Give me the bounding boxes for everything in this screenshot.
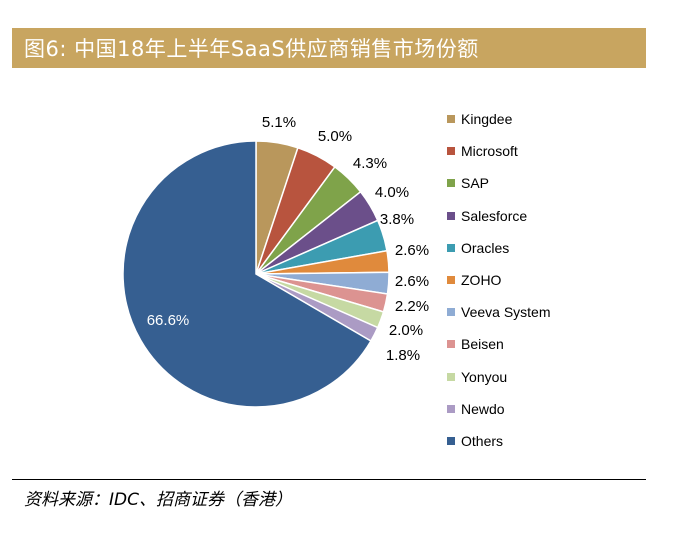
legend-item: Others — [447, 425, 647, 457]
legend-item: Yonyou — [447, 361, 647, 393]
legend-item: Kingdee — [447, 103, 647, 135]
legend-item: Microsoft — [447, 135, 647, 167]
data-label-veeva-system: 2.6% — [395, 273, 429, 290]
legend-swatch — [447, 115, 455, 124]
data-label-yonyou: 2.0% — [389, 322, 423, 339]
data-label-salesforce: 4.0% — [375, 184, 409, 201]
source-note: 资料来源：IDC、招商证券（香港） — [24, 490, 292, 510]
legend-label: Newdo — [461, 400, 505, 417]
title-bar: 图6: 中国18年上半年SaaS供应商销售市场份额 — [12, 28, 646, 68]
legend-swatch — [447, 243, 455, 252]
legend-item: Veeva System — [447, 296, 647, 328]
legend-label: Veeva System — [461, 304, 551, 321]
footer-divider — [12, 479, 646, 480]
legend-label: ZOHO — [461, 272, 502, 289]
legend-label: SAP — [461, 175, 490, 192]
legend-swatch — [447, 211, 455, 220]
data-label-beisen: 2.2% — [395, 298, 429, 315]
legend-item: ZOHO — [447, 264, 647, 296]
legend-label: Salesforce — [461, 207, 528, 224]
data-label-microsoft: 5.0% — [318, 128, 352, 145]
legend-label: Beisen — [461, 336, 504, 353]
legend-label: Kingdee — [461, 111, 513, 128]
data-label-oracles: 3.8% — [380, 211, 414, 228]
legend-swatch — [447, 372, 455, 381]
data-label-sap: 4.3% — [353, 155, 387, 172]
legend-item: Beisen — [447, 328, 647, 360]
legend-swatch — [447, 308, 455, 317]
legend-swatch — [447, 276, 455, 285]
data-label-zoho: 2.6% — [395, 242, 429, 259]
legend-swatch — [447, 179, 455, 188]
legend-item: Oracles — [447, 232, 647, 264]
data-label-others: 66.6% — [147, 312, 190, 329]
data-label-newdo: 1.8% — [386, 347, 420, 364]
data-label-kingdee: 5.1% — [262, 114, 296, 131]
legend-label: Yonyou — [461, 368, 508, 385]
legend-item: SAP — [447, 167, 647, 199]
pie-slice-others — [122, 140, 372, 408]
legend-swatch — [447, 340, 455, 349]
legend-label: Others — [461, 432, 504, 449]
legend-label: Microsoft — [461, 143, 518, 160]
legend-swatch — [447, 404, 455, 413]
legend-swatch — [447, 147, 455, 156]
legend: Kingdee Microsoft SAP Salesforce Oracles ZOHO… — [447, 103, 647, 457]
legend-item: Newdo — [447, 393, 647, 425]
legend-item: Salesforce — [447, 200, 647, 232]
legend-label: Oracles — [461, 239, 510, 256]
legend-swatch — [447, 436, 455, 445]
chart-title: 图6: 中国18年上半年SaaS供应商销售市场份额 — [24, 37, 479, 61]
